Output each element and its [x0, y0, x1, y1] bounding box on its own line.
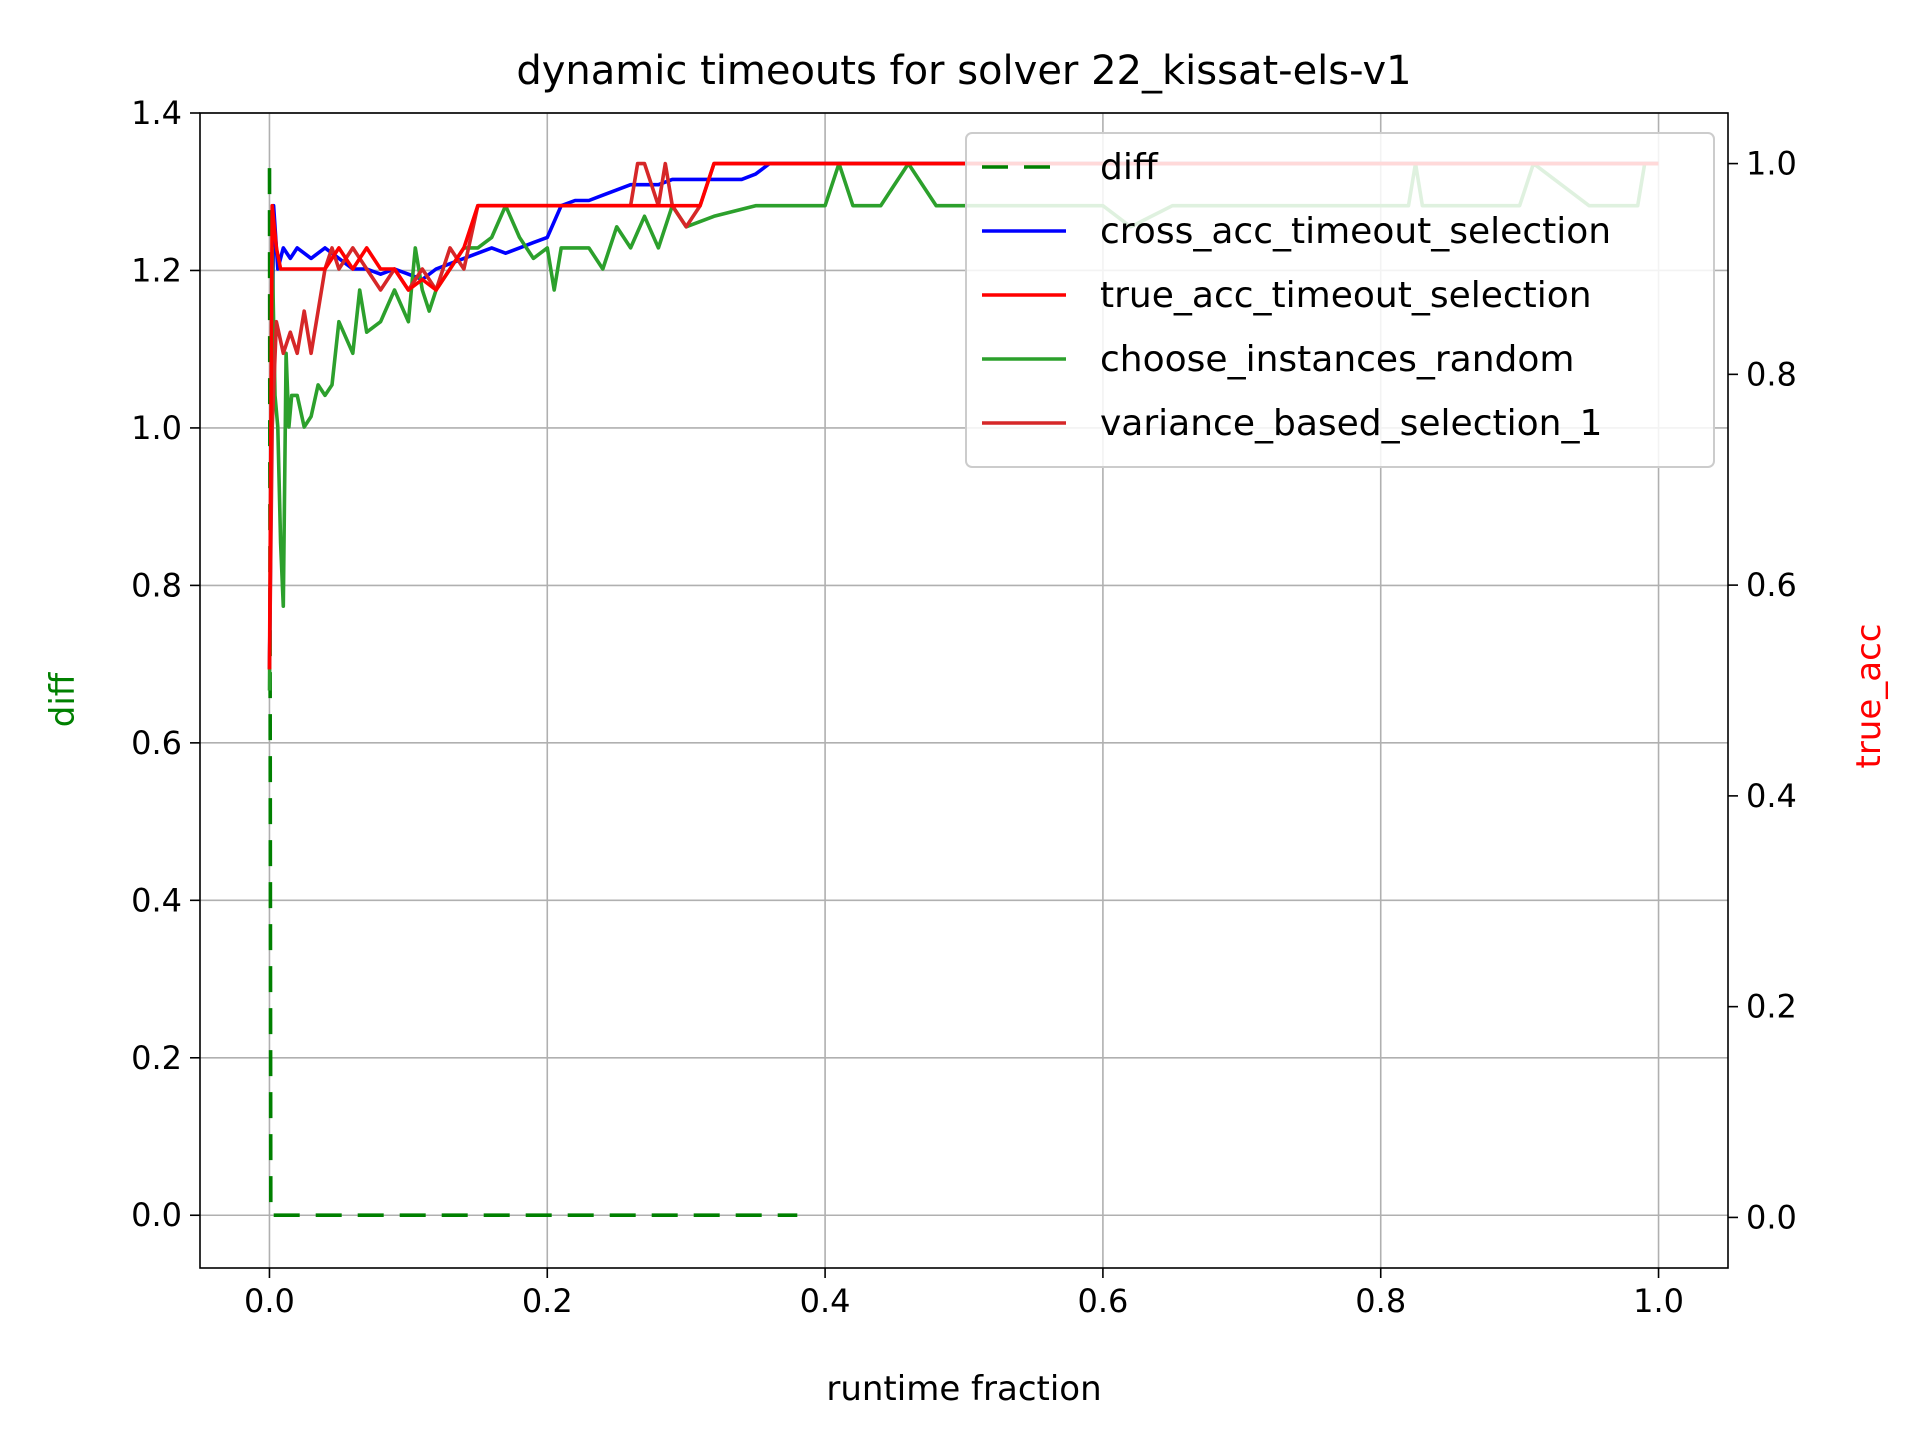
y-tick-label-left: 1.0	[131, 409, 182, 447]
x-axis-label: runtime fraction	[826, 1369, 1101, 1409]
y-tick-label-left: 0.6	[131, 724, 182, 762]
y-tick-label-right: 1.0	[1746, 145, 1797, 183]
y-tick-label-left: 0.8	[131, 566, 182, 604]
y-axis-label-left: diff	[43, 671, 83, 727]
y-tick-label-right: 0.2	[1746, 988, 1797, 1026]
y-axis-left: 0.0 0.2 0.4 0.6 0.8 1.0 1.2 1.4	[131, 94, 200, 1234]
y-tick-label-right: 0.4	[1746, 777, 1797, 815]
x-tick-label: 0.8	[1355, 1282, 1406, 1320]
legend-label: cross_acc_timeout_selection	[1100, 211, 1611, 252]
x-tick-label: 0.0	[244, 1282, 295, 1320]
legend-label: variance_based_selection_1	[1100, 403, 1602, 444]
plot-frame	[199, 112, 1729, 1269]
x-tick-label: 0.4	[800, 1282, 851, 1320]
y-tick-label-right: 0.6	[1746, 566, 1797, 604]
y-tick-label-left: 0.0	[131, 1196, 182, 1234]
legend-label: true_acc_timeout_selection	[1100, 275, 1592, 316]
y-axis-right: 0.0 0.2 0.4 0.6 0.8 1.0	[1728, 145, 1797, 1236]
x-tick-label: 1.0	[1633, 1282, 1684, 1320]
x-tick-label: 0.6	[1077, 1282, 1128, 1320]
chart-title: dynamic timeouts for solver 22_kissat-el…	[516, 48, 1411, 94]
y-tick-label-right: 0.8	[1746, 355, 1797, 393]
x-axis: 0.0 0.2 0.4 0.6 0.8 1.0	[244, 1268, 1684, 1320]
y-tick-label-left: 1.4	[131, 94, 182, 132]
y-tick-label-left: 0.4	[131, 881, 182, 919]
legend-label: diff	[1100, 147, 1159, 188]
legend: diff cross_acc_timeout_selection true_acc_…	[965, 132, 1715, 468]
y-tick-label-left: 0.2	[131, 1039, 182, 1077]
y-tick-label-left: 1.2	[131, 251, 182, 289]
y-axis-label-right: true_acc	[1849, 624, 1889, 769]
legend-box	[965, 132, 1715, 468]
legend-label: choose_instances_random	[1100, 339, 1574, 380]
x-tick-label: 0.2	[522, 1282, 573, 1320]
y-tick-label-right: 0.0	[1746, 1198, 1797, 1236]
series-line-true-acc-timeout-selection	[267, 161, 1659, 670]
